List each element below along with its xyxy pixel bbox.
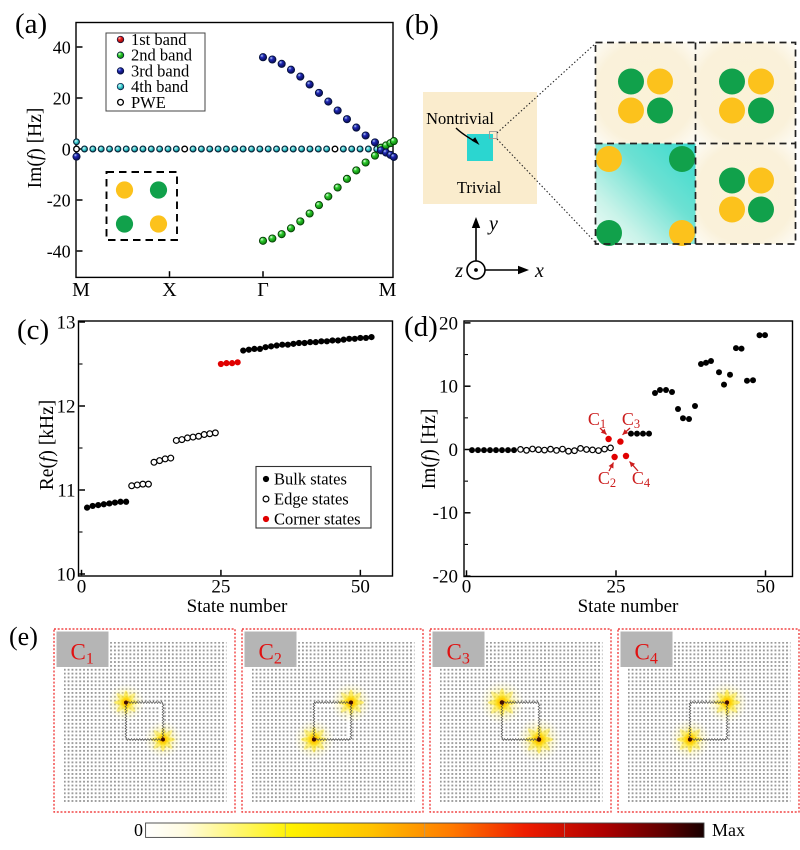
- svg-text:y: y: [487, 213, 498, 235]
- svg-text:C4: C4: [632, 468, 651, 490]
- svg-text:13: 13: [57, 312, 76, 333]
- svg-text:-40: -40: [47, 241, 71, 261]
- svg-text:State number: State number: [187, 596, 288, 617]
- svg-text:0: 0: [462, 576, 472, 597]
- svg-text:(a): (a): [15, 8, 47, 40]
- svg-text:40: 40: [53, 37, 71, 57]
- svg-text:Im(f) [Hz]: Im(f) [Hz]: [25, 108, 46, 189]
- svg-text:50: 50: [351, 576, 370, 597]
- svg-text:Re(f) [kHz]: Re(f) [kHz]: [37, 400, 58, 490]
- svg-text:X: X: [162, 279, 177, 301]
- svg-text:-20: -20: [433, 567, 458, 588]
- svg-text:-20: -20: [47, 190, 71, 210]
- svg-text:x: x: [534, 260, 544, 282]
- svg-text:0: 0: [62, 139, 71, 159]
- svg-text:C3: C3: [622, 409, 640, 431]
- svg-text:-10: -10: [433, 503, 458, 524]
- svg-text:Trivial: Trivial: [457, 178, 502, 197]
- svg-text:M: M: [379, 279, 397, 301]
- svg-text:(c): (c): [17, 314, 49, 346]
- svg-text:Γ: Γ: [257, 279, 269, 301]
- svg-text:25: 25: [607, 576, 626, 597]
- svg-text:20: 20: [439, 313, 458, 334]
- svg-text:10: 10: [439, 377, 458, 398]
- svg-text:11: 11: [57, 480, 75, 501]
- svg-text:Bulk states: Bulk states: [274, 470, 347, 489]
- svg-text:C1: C1: [588, 409, 606, 431]
- svg-text:0: 0: [134, 820, 143, 840]
- svg-text:Nontrivial: Nontrivial: [426, 109, 494, 128]
- svg-text:Max: Max: [712, 820, 745, 840]
- svg-text:Corner states: Corner states: [274, 510, 361, 529]
- svg-text:3rd band: 3rd band: [131, 61, 190, 80]
- svg-text:(d): (d): [404, 311, 438, 343]
- svg-text:z: z: [454, 260, 463, 282]
- svg-text:50: 50: [756, 576, 775, 597]
- svg-text:10: 10: [57, 564, 76, 585]
- svg-text:Edge states: Edge states: [274, 490, 349, 509]
- svg-text:2nd band: 2nd band: [131, 46, 193, 65]
- svg-text:M: M: [72, 279, 90, 301]
- svg-text:C2: C2: [598, 468, 616, 490]
- svg-text:4th band: 4th band: [131, 77, 189, 96]
- svg-text:(b): (b): [405, 9, 439, 41]
- svg-text:1st band: 1st band: [131, 30, 187, 49]
- svg-text:20: 20: [53, 88, 71, 108]
- svg-text:(e): (e): [9, 622, 38, 651]
- svg-text:State number: State number: [578, 596, 679, 617]
- svg-text:PWE: PWE: [131, 93, 166, 112]
- svg-text:12: 12: [57, 396, 76, 417]
- svg-text:Im(f) [Hz]: Im(f) [Hz]: [419, 409, 440, 490]
- svg-text:0: 0: [77, 576, 87, 597]
- svg-text:25: 25: [211, 576, 230, 597]
- svg-text:0: 0: [449, 440, 459, 461]
